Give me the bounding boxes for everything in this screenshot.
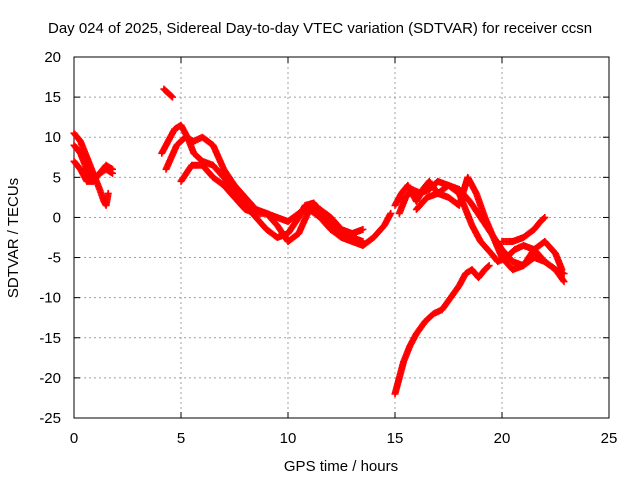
series-track-a [70, 129, 112, 209]
series-track-k [412, 173, 566, 274]
data-point-marker [560, 270, 568, 278]
data-point-marker [167, 92, 175, 100]
data-point-marker [387, 209, 395, 217]
y-tick-label: 20 [44, 49, 61, 66]
plot-frame [73, 56, 610, 419]
x-tick-label: 15 [387, 430, 404, 447]
data-point-marker [541, 213, 549, 221]
y-tick-label: -10 [39, 290, 61, 307]
data-point-marker [107, 169, 115, 177]
x-axis-label: GPS time / hours [284, 458, 398, 475]
x-tick-label: 20 [494, 430, 511, 447]
data-point-marker [104, 189, 112, 197]
data-point-marker [560, 278, 568, 286]
x-tick-label: 0 [70, 430, 78, 447]
x-tick-label: 25 [601, 430, 618, 447]
data-point-marker [485, 262, 493, 270]
data-point-marker [109, 169, 117, 177]
y-tick-label: 0 [53, 209, 61, 226]
series-track-d [160, 85, 176, 101]
y-tick-label: 5 [53, 169, 61, 186]
y-axis-label: SDTVAR / TECUs [5, 178, 22, 298]
y-tick-label: -25 [39, 410, 61, 427]
series-track-l [498, 213, 549, 246]
y-tick-label: -5 [48, 250, 61, 267]
data-point-marker [168, 93, 176, 101]
x-tick-label: 10 [280, 430, 297, 447]
x-tick-label: 5 [177, 430, 185, 447]
data-point-marker [484, 263, 492, 271]
data-point-marker [540, 214, 548, 222]
series-track-g [177, 161, 395, 250]
axis-ticks: 0 5 10 15 20 25 20 15 10 5 0 -5 -10 -15 -20 -25 [39, 49, 617, 447]
series-track-f [162, 133, 367, 237]
data-series [70, 85, 568, 398]
chart-title: Day 024 of 2025, Sidereal Day-to-day VTE… [48, 20, 592, 37]
series-track-c [70, 157, 117, 185]
y-tick-label: 10 [44, 129, 61, 146]
y-tick-label: -15 [39, 330, 61, 347]
data-point-marker [359, 225, 367, 233]
data-point-marker [559, 276, 567, 284]
series-track-h [391, 262, 493, 398]
y-tick-label: 15 [44, 89, 61, 106]
data-point-marker [558, 266, 566, 274]
y-tick-label: -20 [39, 370, 61, 387]
